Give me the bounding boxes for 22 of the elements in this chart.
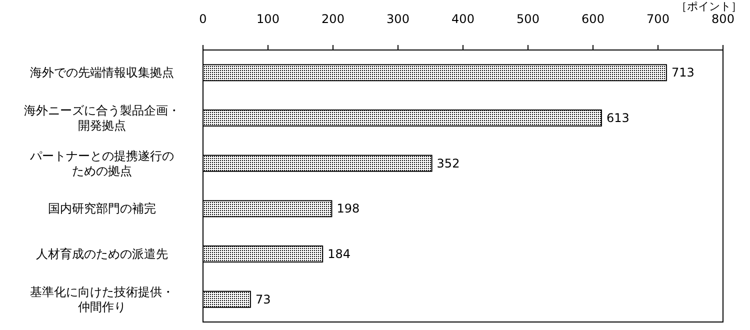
x-tick-label: 100 — [256, 12, 280, 26]
x-tick-label: 700 — [646, 12, 670, 26]
x-tick-label: 500 — [516, 12, 540, 26]
y-tick-label: パートナーとの提携遂行のための拠点 — [29, 148, 174, 178]
data-label: 184 — [328, 247, 351, 261]
data-label: 352 — [436, 156, 460, 170]
y-tick-label: 基準化に向けた技術提供・仲間作り — [30, 284, 174, 314]
x-tick-label: 400 — [452, 12, 474, 26]
data-label: 613 — [606, 111, 630, 125]
x-tick-label: 300 — [386, 12, 410, 26]
x-tick-label: 600 — [582, 12, 604, 26]
data-label: 73 — [255, 292, 271, 306]
y-tick-label: 海外ニーズに合う製品企画・開発拠点 — [24, 104, 180, 132]
data-label: 198 — [336, 202, 360, 216]
data-label: 713 — [671, 66, 694, 80]
y-tick-label: 人材育成のための派遣先 — [36, 247, 168, 261]
x-tick-label: 200 — [322, 12, 344, 26]
x-tick-label: 0 — [199, 12, 207, 26]
x-axis-title: ［ポイント］ — [676, 0, 742, 13]
y-tick-label: 国内研究部門の補完 — [48, 202, 156, 216]
y-tick-label: 海外での先端情報収集拠点 — [30, 66, 174, 80]
x-tick-label: 800 — [712, 12, 734, 26]
